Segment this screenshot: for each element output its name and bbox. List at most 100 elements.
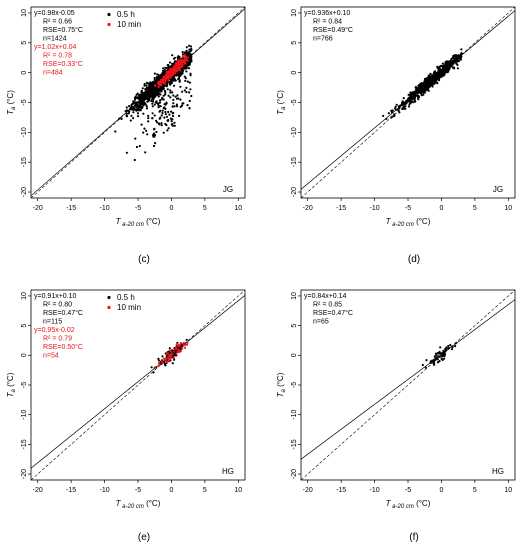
data-point	[142, 112, 145, 115]
data-point	[152, 92, 155, 95]
legend-marker-1	[107, 22, 111, 27]
data-point	[181, 55, 185, 59]
data-point	[409, 101, 412, 105]
data-point	[181, 70, 184, 73]
data-point	[144, 88, 147, 91]
data-point	[172, 75, 175, 78]
data-point	[167, 110, 170, 114]
x-tick-label: -20	[33, 205, 43, 212]
data-point	[454, 54, 457, 57]
data-point	[134, 98, 137, 101]
data-point	[431, 79, 434, 82]
data-point	[441, 358, 444, 362]
data-point	[187, 67, 191, 70]
data-point	[175, 105, 179, 108]
data-point	[385, 117, 388, 120]
data-point	[140, 91, 143, 94]
fit-stat-0-1: R² = 0.85	[313, 302, 342, 309]
data-point	[442, 70, 445, 74]
data-point	[444, 347, 448, 350]
data-point	[179, 98, 182, 101]
fit-stat-0-2: RSE=0.75°C	[43, 26, 83, 34]
data-point	[155, 130, 158, 134]
data-point	[186, 64, 189, 67]
data-point	[405, 101, 408, 104]
y-tick-label: 5	[291, 324, 298, 328]
data-point	[181, 347, 184, 350]
data-point	[401, 107, 404, 111]
data-point	[184, 346, 187, 349]
data-point	[185, 343, 189, 346]
x-tick-label: -5	[405, 487, 411, 494]
data-point	[427, 82, 430, 85]
x-tick-label: -20	[33, 487, 43, 494]
y-axis-label: Ta (°C)	[276, 90, 287, 115]
data-point	[131, 107, 134, 110]
x-tick-label: -5	[405, 205, 411, 212]
data-point	[162, 98, 165, 101]
data-point	[417, 84, 420, 87]
data-point	[434, 72, 437, 75]
data-point	[153, 144, 156, 148]
data-point	[185, 338, 188, 341]
data-point	[188, 48, 191, 51]
data-point	[177, 348, 180, 351]
data-point	[160, 122, 163, 125]
data-point	[188, 107, 191, 110]
data-point	[180, 104, 184, 107]
y-tick-label: 5	[291, 41, 298, 45]
data-point	[169, 356, 172, 359]
data-point	[177, 65, 180, 68]
data-point	[177, 77, 181, 80]
data-point	[170, 110, 173, 113]
data-point	[425, 359, 428, 362]
data-point	[147, 117, 150, 120]
data-point	[165, 73, 168, 76]
data-point	[394, 107, 397, 110]
fit-stat-0-0: y=0.936x+0.10	[304, 10, 350, 17]
data-point	[128, 108, 131, 111]
data-point	[130, 114, 133, 117]
data-point	[179, 65, 182, 68]
data-point	[124, 110, 127, 113]
data-point	[150, 89, 153, 92]
data-point	[184, 57, 187, 60]
data-point	[153, 114, 156, 117]
y-tick-label: -20	[291, 187, 298, 197]
y-tick-label: -20	[291, 469, 298, 479]
data-point	[166, 129, 169, 132]
data-point	[139, 99, 142, 102]
data-point	[188, 63, 191, 66]
data-point	[452, 66, 456, 69]
data-point	[387, 112, 390, 115]
fit-stat-0-2: RSE=0.47°C	[43, 309, 83, 317]
data-point	[183, 53, 186, 57]
y-tick-label: 5	[21, 41, 28, 45]
x-tick-label: 5	[203, 487, 207, 494]
data-point	[164, 113, 167, 116]
data-point	[447, 344, 450, 348]
fit-stat-0-3: n=115	[43, 319, 62, 326]
data-point	[404, 105, 407, 108]
data-point	[154, 93, 157, 96]
data-point	[138, 106, 141, 109]
data-point	[431, 76, 434, 79]
data-point	[179, 62, 182, 65]
fit-stat-0-0: y=0.98x-0.05	[34, 10, 75, 17]
data-point	[160, 124, 163, 127]
data-point	[157, 122, 161, 125]
data-point	[421, 363, 424, 367]
y-tick-label: 0	[291, 353, 298, 357]
data-point	[183, 59, 186, 62]
data-point	[151, 112, 154, 115]
data-point	[169, 91, 172, 94]
data-point	[128, 110, 131, 113]
data-point	[165, 115, 169, 118]
site-label: JG	[223, 185, 233, 194]
data-point	[133, 106, 136, 110]
legend-marker-0	[107, 12, 111, 17]
x-tick-label: 10	[504, 487, 512, 494]
data-point	[433, 358, 436, 361]
data-point	[125, 151, 128, 154]
x-tick-label: -5	[135, 205, 141, 212]
